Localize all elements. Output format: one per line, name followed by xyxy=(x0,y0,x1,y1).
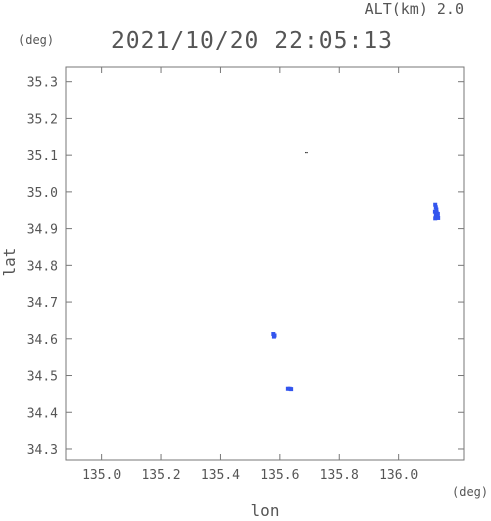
data-point xyxy=(433,216,438,221)
data-point xyxy=(289,387,294,392)
x-axis-label: lon xyxy=(251,501,280,520)
data-point xyxy=(272,333,277,338)
x-tick-label: 135.0 xyxy=(82,468,121,483)
y-tick-label: 34.6 xyxy=(27,333,58,348)
data-point xyxy=(434,207,439,212)
x-tick-label: 135.8 xyxy=(320,468,359,483)
y-axis-label: lat xyxy=(0,248,19,277)
x-unit-label: (deg) xyxy=(452,485,488,499)
x-tick-label: 135.4 xyxy=(201,468,240,483)
y-tick-label: 35.0 xyxy=(27,186,58,201)
data-point xyxy=(435,211,440,216)
data-point xyxy=(433,205,438,210)
y-tick-label: 34.3 xyxy=(27,443,58,458)
axis-ticks: 34.3 34.4 34.5 34.6 34.7 34.8 34.9 35.0 35.1 35.2… xyxy=(27,67,464,483)
y-tick-label: 34.4 xyxy=(27,406,58,421)
altitude-label: ALT(km) 2.0 xyxy=(365,0,464,18)
data-point-small xyxy=(306,151,308,154)
data-point-small xyxy=(305,151,307,154)
x-tick-label: 135.2 xyxy=(141,468,180,483)
y-unit-label: (deg) xyxy=(18,33,54,47)
x-tick-label: 135.6 xyxy=(260,468,299,483)
timestamp-title: 2021/10/20 22:05:13 xyxy=(111,28,393,54)
data-point xyxy=(433,202,438,207)
plot-frame xyxy=(65,66,465,461)
y-tick-label: 35.3 xyxy=(27,76,58,91)
y-tick-label: 34.5 xyxy=(27,370,58,385)
y-tick-label: 34.7 xyxy=(27,296,58,311)
y-tick-label: 34.8 xyxy=(27,259,58,274)
y-tick-label: 35.2 xyxy=(27,112,58,127)
y-tick-label: 34.9 xyxy=(27,223,58,238)
x-tick-label: 136.0 xyxy=(379,468,418,483)
y-tick-label: 35.1 xyxy=(27,149,58,164)
data-point xyxy=(436,215,441,220)
data-points xyxy=(271,151,441,392)
